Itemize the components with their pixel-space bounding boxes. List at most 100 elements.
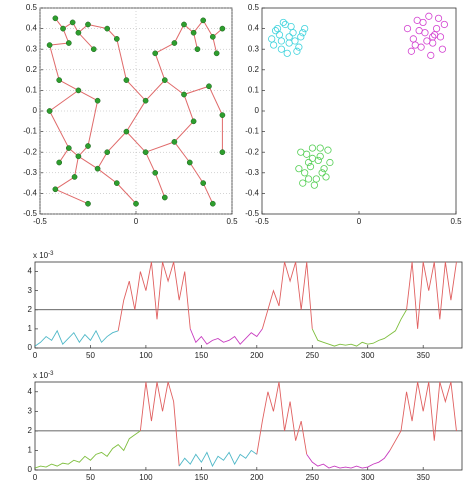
- y-tick-label: 0.1: [26, 86, 38, 95]
- tree-edge: [189, 162, 204, 184]
- point: [293, 47, 301, 55]
- x-tick-label: 250: [306, 473, 320, 482]
- tree-edge: [154, 172, 166, 198]
- y-tick-label: 0.2: [26, 65, 38, 74]
- point: [308, 154, 317, 162]
- panel: 0.5 0.4 0.3 0.2 0.1 0 -0.1 -0.2 -0.3 -0.4 -0.5-0.5…: [23, 3, 238, 226]
- point: [209, 33, 216, 40]
- tree-edge: [145, 141, 175, 153]
- point: [113, 180, 120, 186]
- point: [291, 37, 299, 45]
- point: [324, 146, 332, 154]
- x-tick-label: 0: [33, 351, 38, 360]
- tree-edge: [106, 131, 127, 153]
- tree-edge: [49, 44, 60, 81]
- tree-edge: [78, 155, 98, 170]
- y-tick-label: 0.3: [248, 44, 260, 53]
- point: [219, 112, 226, 118]
- point: [295, 43, 303, 51]
- point: [194, 46, 201, 53]
- point: [407, 47, 415, 55]
- point: [190, 118, 197, 125]
- point: [308, 144, 317, 152]
- y-tick-label: -0.4: [245, 189, 259, 198]
- point: [123, 128, 130, 135]
- point: [171, 139, 178, 145]
- point: [94, 97, 101, 104]
- point: [46, 42, 53, 48]
- point: [71, 174, 78, 180]
- point: [56, 77, 63, 83]
- x-tick-label: 200: [250, 351, 264, 360]
- point: [423, 37, 431, 45]
- point: [123, 77, 130, 83]
- point: [142, 149, 149, 156]
- y-tick-label: -0.5: [245, 209, 259, 218]
- point: [411, 41, 419, 49]
- x-tick-label: -0.5: [33, 217, 47, 226]
- point: [56, 159, 63, 166]
- tree-edge: [97, 168, 118, 184]
- point: [206, 83, 212, 90]
- series-line: [34, 329, 119, 347]
- series-line: [256, 381, 308, 455]
- x-tick-label: 250: [306, 351, 320, 360]
- panel: 0 1 2 3 4 0 50 100 150 200 250 300 350 x 10-3: [28, 371, 463, 482]
- point: [85, 143, 91, 149]
- point: [65, 40, 72, 46]
- x-tick-label: 50: [86, 473, 95, 482]
- point: [90, 46, 97, 53]
- x-tick-label: 200: [250, 473, 264, 482]
- point: [277, 45, 285, 53]
- point: [318, 169, 326, 177]
- point: [161, 194, 168, 201]
- y-tick-label: 0.2: [248, 65, 260, 74]
- point: [46, 108, 53, 114]
- point: [104, 25, 111, 32]
- y-tick-label: -0.1: [245, 127, 259, 136]
- point: [304, 158, 313, 167]
- y-tick-label: 0.1: [248, 86, 260, 95]
- point: [75, 87, 82, 94]
- point: [65, 145, 72, 151]
- point: [299, 29, 307, 37]
- point: [85, 200, 91, 207]
- tree-edge: [126, 79, 146, 102]
- tree-edge: [174, 120, 194, 143]
- point: [270, 41, 278, 49]
- point: [316, 152, 324, 160]
- y-tick-label: 0: [255, 106, 260, 115]
- tree-edge: [145, 79, 166, 102]
- y-tick-label: -0.2: [23, 147, 37, 156]
- point: [316, 144, 324, 152]
- point: [299, 179, 307, 187]
- y-tick-label: -0.3: [245, 168, 259, 177]
- tree-edge: [55, 176, 75, 190]
- y-tick-label: -0.5: [23, 209, 37, 218]
- point: [142, 97, 149, 104]
- point: [104, 149, 111, 156]
- point: [186, 159, 193, 166]
- series-line: [34, 430, 141, 469]
- y-tick-label: 1: [28, 446, 33, 455]
- panel: 0 1 2 3 4 0 50 100 150 200 250 300 350 x 10-3: [28, 251, 463, 360]
- series-line: [306, 450, 391, 469]
- x-tick-label: 350: [417, 473, 431, 482]
- tree-edge: [202, 20, 214, 38]
- series-line: [311, 309, 407, 347]
- point: [326, 158, 334, 167]
- y-tick-label: -0.2: [245, 147, 259, 156]
- x-tick-label: -0.5: [255, 217, 269, 226]
- point: [320, 165, 328, 173]
- point: [113, 36, 120, 42]
- point: [152, 169, 159, 176]
- point: [52, 186, 59, 193]
- point: [295, 165, 303, 173]
- point: [440, 20, 448, 29]
- x-tick-label: 0.5: [226, 217, 238, 226]
- point: [304, 175, 313, 183]
- point: [271, 27, 280, 35]
- point: [279, 18, 287, 27]
- x-tick-label: 0.5: [450, 217, 462, 226]
